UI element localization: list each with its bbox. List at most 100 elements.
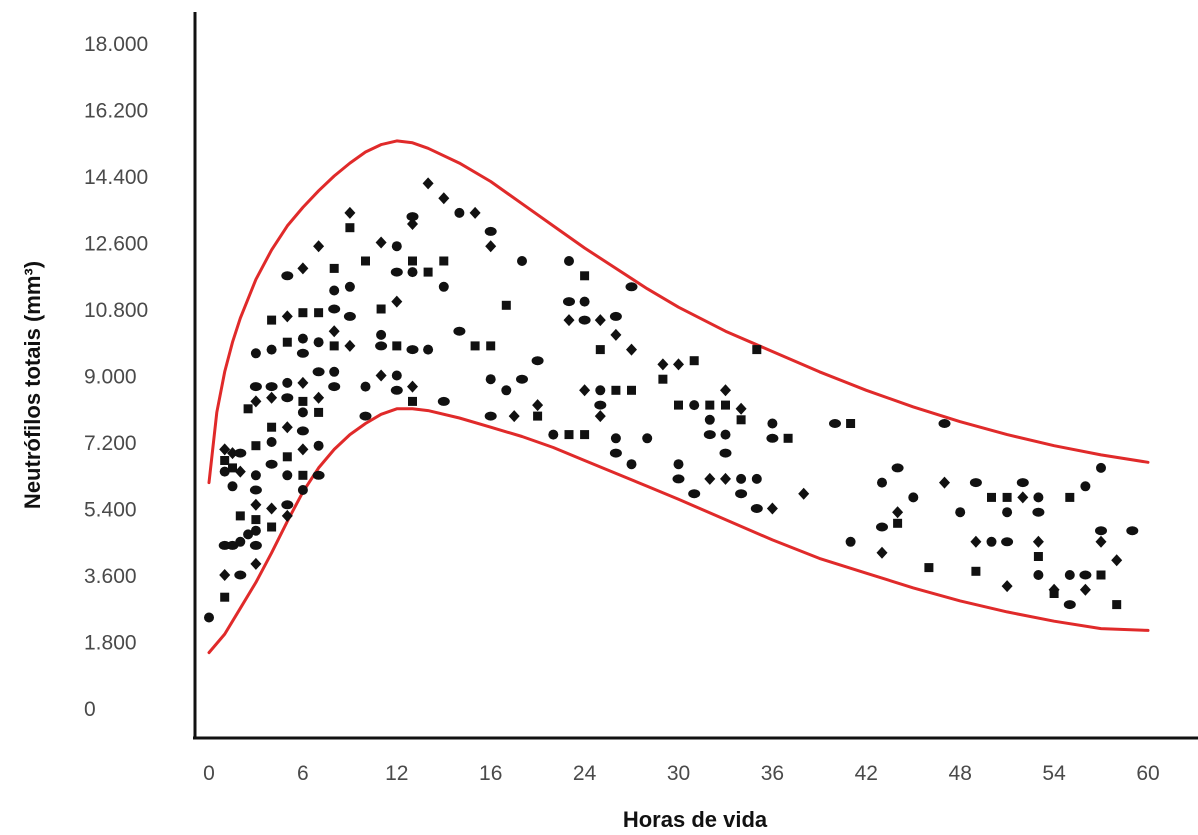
data-point (672, 474, 685, 484)
data-point (501, 385, 512, 396)
data-point (407, 380, 418, 393)
data-point (719, 448, 732, 458)
data-point (375, 236, 387, 249)
data-point (454, 207, 465, 218)
data-point (297, 376, 309, 389)
data-point (250, 470, 261, 481)
data-point (609, 448, 622, 458)
data-point (359, 411, 372, 421)
data-point (1079, 583, 1091, 596)
data-point (1016, 478, 1029, 488)
data-point (579, 296, 590, 307)
data-point (438, 192, 450, 205)
data-point (438, 281, 449, 292)
data-point (893, 518, 903, 528)
data-point (609, 311, 622, 321)
data-point (251, 515, 261, 525)
data-point (408, 396, 417, 406)
x-axis-title: Horas de vida (623, 807, 768, 832)
data-point (297, 262, 309, 275)
data-point (243, 404, 253, 414)
data-point (266, 437, 277, 447)
data-point (516, 374, 528, 384)
reference-bounds (207, 139, 1150, 655)
data-point (595, 385, 606, 396)
data-point (391, 295, 403, 308)
data-point (267, 522, 277, 532)
data-point (391, 370, 402, 381)
upper-bound-curve (207, 139, 1150, 485)
data-point (484, 226, 497, 236)
data-point (735, 402, 747, 415)
data-point (986, 536, 997, 547)
data-point (220, 592, 230, 602)
data-point (344, 206, 356, 219)
data-point (501, 300, 511, 310)
data-point (390, 385, 403, 395)
data-point (987, 492, 996, 502)
data-point (704, 472, 716, 485)
data-point (329, 341, 339, 351)
data-point (564, 256, 574, 266)
y-tick-label: 0 (84, 698, 96, 721)
data-point (846, 419, 856, 428)
data-point (1064, 570, 1075, 580)
data-point (531, 356, 544, 366)
data-point (297, 333, 308, 344)
data-point (595, 345, 605, 355)
data-point (766, 433, 779, 443)
data-point (564, 430, 574, 440)
data-point (767, 418, 778, 429)
data-point (312, 470, 325, 480)
data-point (228, 463, 237, 473)
data-point (735, 489, 748, 499)
data-point (1080, 481, 1091, 492)
data-point (281, 509, 293, 522)
data-point (390, 267, 403, 277)
data-point (297, 407, 308, 418)
data-point (594, 410, 606, 423)
data-point (376, 304, 386, 314)
data-point (1001, 580, 1013, 593)
data-point (610, 433, 621, 444)
data-point (406, 212, 419, 222)
data-point (969, 478, 982, 488)
data-point (486, 341, 496, 351)
data-point (235, 536, 246, 547)
data-point (453, 326, 466, 336)
data-point (1033, 570, 1044, 580)
data-point (625, 282, 638, 292)
data-point (533, 411, 543, 421)
data-point (314, 407, 324, 417)
data-point (689, 356, 699, 366)
data-point (673, 358, 684, 371)
data-point (249, 485, 262, 495)
y-tick-label: 5.400 (84, 499, 137, 522)
data-point (313, 337, 324, 348)
data-point (234, 570, 247, 580)
data-point (484, 411, 497, 421)
x-tick-label: 30 (667, 762, 690, 785)
y-axis-title: Neutrófilos totais (mm³) (20, 261, 45, 509)
data-point (750, 504, 763, 513)
data-point (375, 369, 387, 382)
x-tick-label: 60 (1136, 762, 1159, 785)
data-point (703, 430, 716, 440)
data-point (548, 429, 559, 440)
data-point (594, 400, 607, 410)
data-point (219, 569, 231, 581)
data-point (329, 285, 340, 296)
data-point (1126, 526, 1139, 536)
data-point (265, 459, 278, 469)
data-point (720, 384, 731, 397)
data-point (344, 281, 355, 292)
data-point (392, 341, 402, 351)
data-point (627, 385, 636, 395)
x-tick-label: 36 (761, 762, 784, 785)
data-point (408, 256, 417, 266)
data-point (658, 374, 668, 384)
data-point (267, 422, 277, 432)
y-tick-label: 3.600 (84, 565, 137, 588)
data-point (485, 240, 497, 253)
data-point (657, 358, 669, 371)
